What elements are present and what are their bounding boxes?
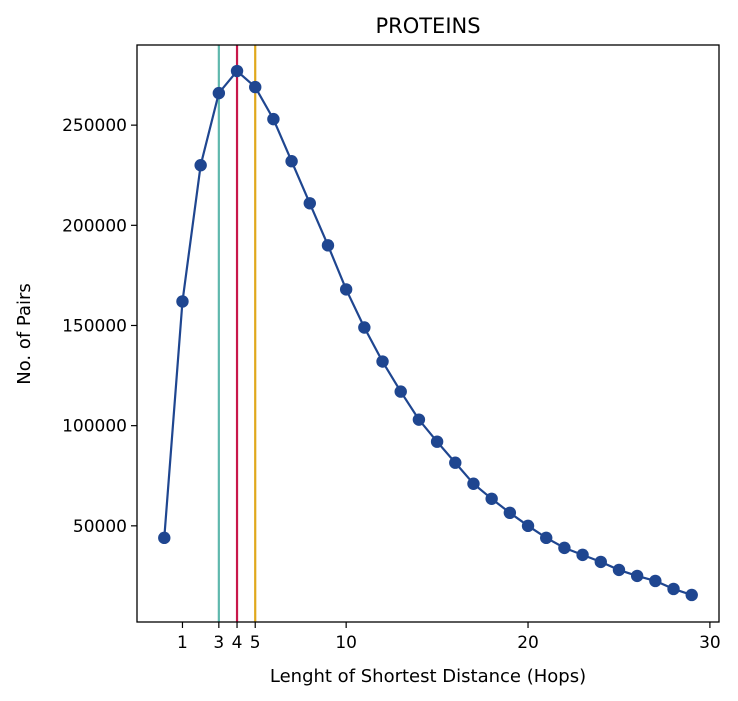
x-tick-label: 20 (517, 633, 539, 653)
data-point (303, 197, 316, 210)
data-point (630, 569, 644, 583)
data-point (612, 563, 626, 577)
data-point (412, 413, 426, 426)
x-tick-label: 1 (177, 633, 188, 653)
data-point (594, 555, 607, 569)
data-point (394, 385, 407, 398)
y-axis-label: No. of Pairs (14, 283, 35, 385)
series-layer (158, 64, 698, 602)
data-point (158, 531, 171, 545)
data-point (485, 492, 498, 505)
data-point (667, 582, 680, 596)
data-point (685, 588, 698, 602)
x-axis: 1 3 4 5 10 20 30 (177, 622, 721, 653)
data-point (321, 239, 335, 252)
data-point (194, 159, 207, 172)
x-tick-label: 5 (250, 633, 261, 653)
series-line (163, 69, 693, 596)
y-tick-label: 250000 (62, 116, 127, 136)
data-point (467, 477, 480, 490)
data-point (430, 435, 444, 448)
y-tick-label: 50000 (73, 517, 127, 537)
data-point (230, 64, 244, 78)
data-point (503, 506, 517, 520)
y-tick-label: 100000 (62, 417, 127, 437)
data-point (285, 155, 298, 168)
data-point (376, 355, 389, 368)
data-point (449, 456, 462, 469)
x-tick-label: 3 (213, 633, 224, 653)
data-point (176, 295, 189, 308)
x-tick-label: 10 (335, 633, 357, 653)
data-point (249, 80, 262, 94)
x-axis-label: Lenght of Shortest Distance (Hops) (270, 666, 586, 687)
data-point (540, 531, 553, 545)
y-tick-label: 150000 (62, 316, 127, 336)
data-point (576, 548, 589, 562)
x-tick-label: 30 (699, 633, 721, 653)
chart-title: PROTEINS (375, 14, 480, 38)
reference-lines (217, 45, 257, 622)
data-point (267, 112, 280, 126)
data-point (212, 86, 226, 100)
data-point (558, 541, 571, 555)
y-axis: 50000 100000 150000 200000 250000 (62, 116, 137, 537)
data-point (521, 519, 535, 533)
y-tick-label: 200000 (62, 216, 127, 236)
plot-frame (136, 44, 720, 623)
data-point (358, 321, 371, 334)
data-point (649, 574, 662, 588)
data-point (339, 283, 353, 296)
x-tick-label: 4 (232, 633, 243, 653)
